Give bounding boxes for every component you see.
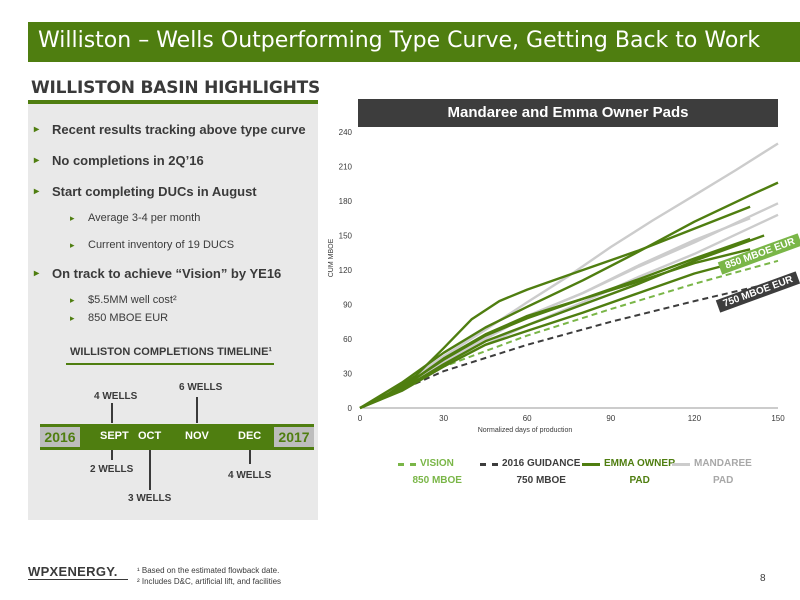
y-tick-label: 120 xyxy=(339,266,353,275)
timeline-tick-above xyxy=(196,397,198,423)
company-logo: WPXENERGY. xyxy=(28,564,118,579)
timeline-divider xyxy=(66,363,274,365)
x-tick-label: 60 xyxy=(523,414,532,423)
legend-swatch xyxy=(398,463,416,466)
series-line xyxy=(359,248,751,410)
page-number: 8 xyxy=(760,573,766,584)
series-line xyxy=(359,280,779,409)
legend-label: MANDAREE xyxy=(694,458,752,469)
x-tick-label: 30 xyxy=(439,414,448,423)
logo-underline xyxy=(28,579,128,580)
bullet-arrow-icon: ▸ xyxy=(70,313,75,323)
series-line xyxy=(359,181,779,410)
bullet-arrow-icon: ▸ xyxy=(70,213,75,223)
x-axis-label: Normalized days of production xyxy=(478,427,573,434)
bullet-arrow-icon: ▸ xyxy=(70,295,75,305)
legend-swatch xyxy=(480,463,498,466)
series-line xyxy=(359,253,765,410)
timeline-month: NOV xyxy=(185,430,209,442)
legend-label: 2016 GUIDANCE xyxy=(502,458,581,469)
x-tick-label: 0 xyxy=(358,414,363,423)
page-title: Williston – Wells Outperforming Type Cur… xyxy=(38,28,761,53)
bullet-text: No completions in 2Q’16 xyxy=(52,153,204,168)
timeline-end-year: 2017 xyxy=(274,427,314,447)
wells-label-below: 2 WELLS xyxy=(90,464,134,475)
footnote-2: ² Includes D&C, artificial lift, and fac… xyxy=(137,577,282,586)
bullet-text: On track to achieve “Vision” by YE16 xyxy=(52,266,282,281)
highlights-divider xyxy=(28,100,318,104)
y-tick-label: 180 xyxy=(339,197,353,206)
y-tick-label: 240 xyxy=(339,128,353,137)
highlights-panel xyxy=(28,104,318,520)
bullet-arrow-icon: ▸ xyxy=(34,155,40,166)
y-tick-label: 60 xyxy=(343,335,352,344)
legend-label: EMMA OWNER xyxy=(604,458,676,469)
timeline-tick-above xyxy=(111,403,113,423)
y-tick-label: 30 xyxy=(343,370,352,379)
series-line xyxy=(359,205,751,410)
bullet-text: Current inventory of 19 DUCS xyxy=(88,239,235,251)
bullet-text: Average 3-4 per month xyxy=(88,212,201,224)
legend-sublabel: PAD xyxy=(629,475,650,486)
legend-label: VISION xyxy=(420,458,454,469)
timeline-tick-below xyxy=(249,450,251,464)
bullet-text: $5.5MM well cost² xyxy=(88,294,177,306)
legend-swatch xyxy=(672,463,690,466)
chart-title: Mandaree and Emma Owner Pads xyxy=(358,99,778,127)
wells-label-above: 6 WELLS xyxy=(179,382,223,393)
bullet-text: Start completing DUCs in August xyxy=(52,184,257,199)
y-tick-label: 150 xyxy=(339,232,353,241)
highlights-heading: WILLISTON BASIN HIGHLIGHTS xyxy=(31,78,321,98)
legend-sublabel: 850 MBOE xyxy=(412,475,462,486)
timeline-start-year: 2016 xyxy=(40,427,80,447)
legend-sublabel: PAD xyxy=(713,475,734,486)
x-tick-label: 90 xyxy=(606,414,615,423)
y-tick-label: 90 xyxy=(343,301,352,310)
x-tick-label: 150 xyxy=(771,414,785,423)
footnote-1: ¹ Based on the estimated flowback date. xyxy=(137,566,280,575)
timeline-month: DEC xyxy=(238,430,262,442)
wells-label-above: 4 WELLS xyxy=(94,391,138,402)
series-line xyxy=(359,259,779,409)
bullet-text: Recent results tracking above type curve xyxy=(52,122,306,137)
legend-swatch xyxy=(582,463,600,466)
y-tick-label: 210 xyxy=(339,163,353,172)
title-bar: Williston – Wells Outperforming Type Cur… xyxy=(28,22,800,62)
timeline-title: WILLISTON COMPLETIONS TIMELINE¹ xyxy=(70,346,273,358)
production-chart: 0 30 60 90 120 150 0 30 60 90 120 150 180 210 240 Norma… xyxy=(328,128,785,434)
timeline-bar xyxy=(40,424,314,450)
y-tick-label: 0 xyxy=(348,404,353,413)
x-tick-label: 120 xyxy=(688,414,702,423)
bullet-text: 850 MBOE EUR xyxy=(88,312,169,324)
y-axis-label: CUM MBOE xyxy=(328,238,335,277)
legend-sublabel: 750 MBOE xyxy=(516,475,566,486)
bullet-arrow-icon: ▸ xyxy=(70,240,75,250)
bullet-arrow-icon: ▸ xyxy=(34,124,40,135)
bullet-arrow-icon: ▸ xyxy=(34,186,40,197)
timeline-tick-below xyxy=(111,450,113,460)
bullet-arrow-icon: ▸ xyxy=(34,268,40,279)
timeline-tick-below xyxy=(149,450,151,490)
wells-label-below: 4 WELLS xyxy=(228,470,272,481)
wells-label-below: 3 WELLS xyxy=(128,493,172,504)
timeline-month: SEPT xyxy=(100,430,129,442)
timeline-month: OCT xyxy=(138,430,162,442)
